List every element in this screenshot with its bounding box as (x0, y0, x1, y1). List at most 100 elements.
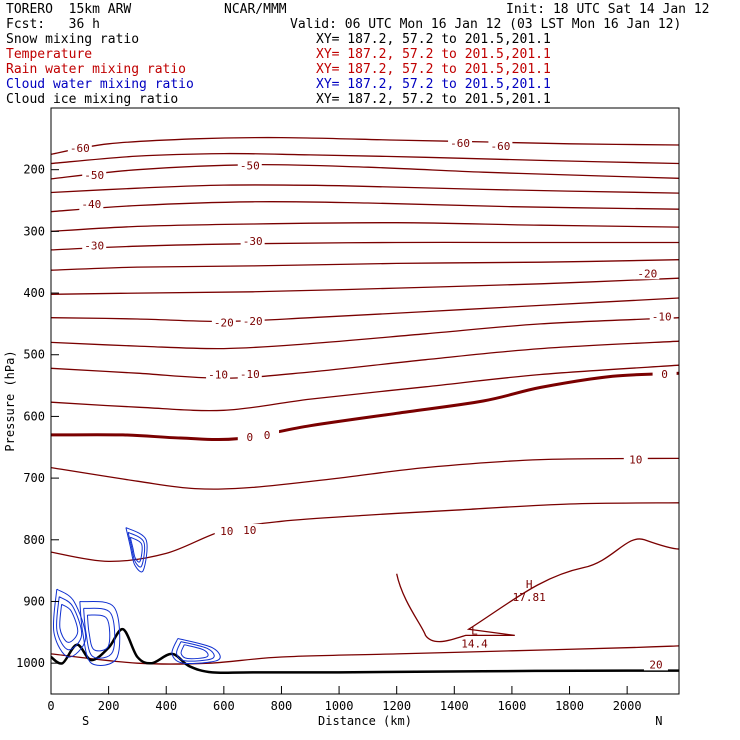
isotherm-minus60-line (51, 136, 679, 155)
field-snow-name: Snow mixing ratio (6, 32, 140, 47)
contour-label: 0 (246, 431, 253, 444)
x-tick-label: 1200 (382, 699, 411, 713)
x-tick-label: 600 (213, 699, 235, 713)
cloud-water-contour (83, 607, 116, 659)
isotherm-minus25-line (51, 259, 679, 271)
y-tick-label: 700 (23, 471, 45, 485)
cloud-water-contour (129, 536, 143, 563)
y-axis-label: Pressure (hPa) (3, 350, 17, 451)
contour-label: -50 (84, 169, 104, 182)
y-tick-label: 300 (23, 224, 45, 238)
contour-label-bg (237, 367, 262, 380)
isotherm-minus5-line (51, 340, 679, 379)
contour-label-bg (214, 525, 239, 538)
y-tick-label: 1000 (16, 656, 45, 670)
isotherm-10-line (51, 502, 679, 563)
contour-label: -20 (637, 267, 657, 280)
contour-label: -10 (208, 368, 228, 381)
x-tick-label: 1000 (325, 699, 354, 713)
field-temperature-name: Temperature (6, 47, 93, 62)
cloud-water-contour (176, 641, 215, 662)
field-temperature-xy: XY= 187.2, 57.2 to 201.5,201.1 (316, 47, 551, 62)
isotherm-layer (51, 136, 679, 675)
cloud-water-contour (127, 531, 146, 568)
contour-label: 20 (649, 658, 662, 671)
contour-label: -20 (214, 317, 234, 330)
extremum-symbol: L (471, 624, 478, 637)
cloud-water-contour (171, 638, 221, 664)
cloud-water-contour (86, 614, 111, 652)
contour-label: -20 (243, 315, 263, 328)
isotherm-minus50-line (51, 163, 679, 180)
y-tick-label: 200 (23, 163, 45, 177)
isotherm-minus35-line (51, 222, 679, 233)
isotherm-minus30-line (51, 241, 679, 251)
isotherm-5-line (51, 364, 679, 412)
south-end-label: S (82, 714, 89, 728)
x-axis-label: Distance (km) (318, 714, 412, 728)
cloud-water-layer (52, 527, 221, 666)
extremum-symbol: H (526, 578, 533, 591)
field-cloud-water-xy: XY= 187.2, 57.2 to 201.5,201.1 (316, 77, 551, 92)
contour-label-bg (82, 169, 107, 182)
plot-frame (50, 107, 680, 695)
contour-label: -60 (490, 140, 510, 153)
x-tick-label: 400 (155, 699, 177, 713)
contour-label: -60 (450, 137, 470, 150)
field-snow-xy: XY= 187.2, 57.2 to 201.5,201.1 (316, 32, 551, 47)
terrain-line (51, 627, 679, 675)
contour-label: -10 (652, 310, 672, 323)
contour-label: -50 (240, 159, 260, 172)
isotherm-minus45-line (51, 184, 679, 194)
x-tick-label: 200 (98, 699, 120, 713)
contour-label-bg (237, 159, 262, 172)
init-time: Init: 18 UTC Sat 14 Jan 12 (506, 2, 710, 17)
x-tick-label: 1600 (497, 699, 526, 713)
y-tick-label: 900 (23, 594, 45, 608)
x-tick-label: 1800 (555, 699, 584, 713)
isotherm-minus15-line (51, 297, 679, 323)
contour-label-bg (649, 310, 674, 323)
isotherm-minus10-line (51, 317, 679, 350)
contour-label: 0 (661, 368, 668, 381)
contour-label-bg (237, 523, 262, 536)
cloud-water-contour (56, 596, 83, 651)
y-tick-label: 600 (23, 409, 45, 423)
contour-label-bg (488, 140, 513, 153)
contour-label-bg (255, 428, 280, 441)
x-tick-label: 800 (271, 699, 293, 713)
contour-label: 10 (629, 454, 642, 467)
cloud-water-contour (52, 588, 87, 658)
cloud-water-contour (59, 603, 79, 643)
contour-label: 10 (243, 524, 256, 537)
x-tick-label: 2000 (613, 699, 642, 713)
cloud-water-contour (180, 644, 209, 660)
isotherm-minus55-line (51, 152, 679, 165)
contour-label: -30 (84, 240, 104, 253)
x-tick-label: 1400 (440, 699, 469, 713)
contour-label-bg (211, 316, 236, 329)
contour-label-bg (206, 368, 231, 381)
y-tick-label: 800 (23, 533, 45, 547)
y-tick-label: 400 (23, 286, 45, 300)
contour-label-layer: -60 -60 -60-50-50-40-30 -30-20-20 -20 -10-10-… (67, 137, 677, 671)
x-tick-label: 0 (47, 699, 54, 713)
extremum-value: 14.4 (461, 637, 488, 650)
contour-label: 10 (220, 525, 233, 538)
center-title: NCAR/MMM (224, 2, 287, 17)
extremum-value: 17.81 (513, 591, 546, 604)
contour-label-bg (652, 367, 677, 380)
forecast-hour: Fcst: 36 h (6, 17, 100, 32)
y-tick-label: 500 (23, 348, 45, 362)
field-rain-xy: XY= 187.2, 57.2 to 201.5,201.1 (316, 62, 551, 77)
field-cloud-water-name: Cloud water mixing ratio (6, 77, 194, 92)
contour-label: -40 (81, 198, 101, 211)
isotherm-minus40-line (51, 201, 679, 213)
contour-label: -30 (243, 235, 263, 248)
valid-time: Valid: 06 UTC Mon 16 Jan 12 (03 LST Mon … (290, 17, 682, 32)
isotherm-0-line (51, 371, 679, 441)
contour-label-bg (240, 235, 265, 248)
contour-label-bg (635, 267, 660, 280)
